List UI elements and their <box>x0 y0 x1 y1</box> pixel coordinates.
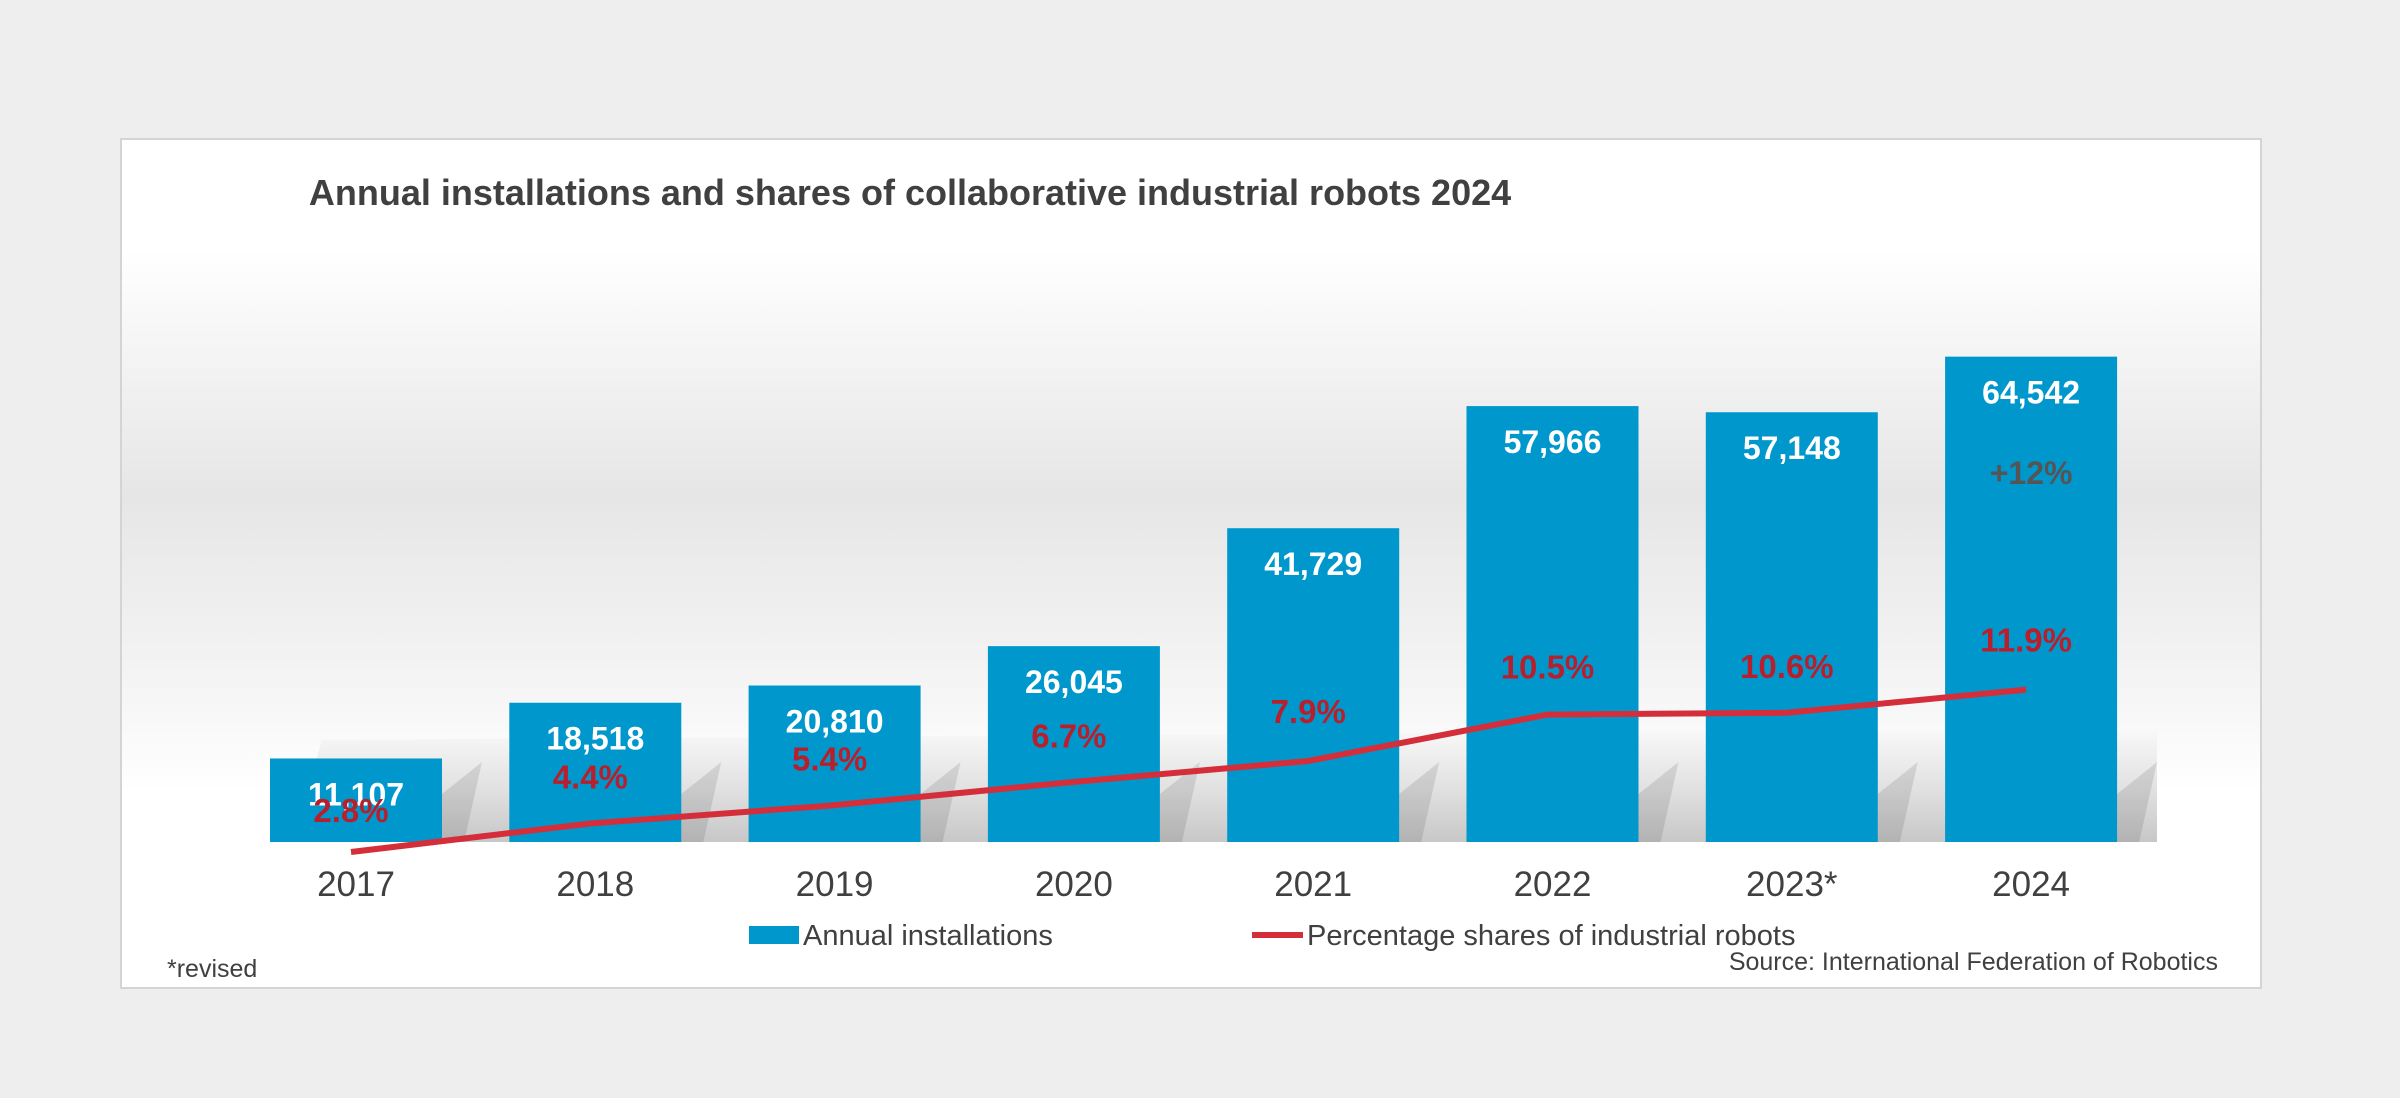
share-point-label: 7.9% <box>1271 693 1346 730</box>
bar-shadow <box>2117 762 2158 842</box>
share-point-label: 10.5% <box>1501 649 1595 686</box>
x-tick-label: 2020 <box>1035 865 1113 904</box>
share-point-label: 6.7% <box>1031 717 1106 754</box>
chart: Annual installations and shares of colla… <box>167 172 2218 983</box>
bar <box>748 685 921 842</box>
share-point-label: 2.8% <box>313 792 388 829</box>
x-tick-label: 2023* <box>1746 865 1838 904</box>
chart-panel: Annual installations and shares of colla… <box>120 138 2262 989</box>
bar-value-label: 11,107 <box>308 776 404 812</box>
bar-value-label: 57,966 <box>1504 424 1602 460</box>
share-point-label: 11.9% <box>1980 622 2072 659</box>
bar-shadow <box>1877 762 1918 842</box>
share-point-label: 10.6% <box>1740 648 1834 685</box>
legend-swatch-installations <box>749 926 799 944</box>
bar <box>1227 528 1400 842</box>
bar-value-label: 64,542 <box>1982 375 2080 411</box>
x-tick-label: 2021 <box>1274 865 1352 904</box>
bar-shadow <box>920 762 961 842</box>
legend: Annual installations Percentage shares o… <box>749 920 1795 952</box>
x-tick-label: 2019 <box>796 865 874 904</box>
bar-shadow <box>1159 762 1200 842</box>
bar-shadow <box>1638 762 1679 842</box>
growth-label: +12% <box>1990 455 2073 491</box>
legend-label-share: Percentage shares of industrial robots <box>1307 920 1795 952</box>
bar-shadow <box>681 762 722 842</box>
bar-value-label: 41,729 <box>1264 546 1362 582</box>
bar-value-label: 18,518 <box>546 721 644 757</box>
share-line <box>350 686 2027 855</box>
share-point-label: 5.4% <box>792 741 867 778</box>
legend-label-installations: Annual installations <box>803 920 1053 952</box>
bar-value-label: 57,148 <box>1743 430 1841 466</box>
x-tick-label: 2017 <box>317 865 395 904</box>
share-point-label: 4.4% <box>553 758 628 795</box>
x-tick-label: 2024 <box>1992 865 2070 904</box>
bar-shadow <box>1399 762 1440 842</box>
x-tick-label: 2018 <box>556 865 634 904</box>
legend-swatch-share <box>1252 932 1303 938</box>
bar <box>1466 406 1639 842</box>
bar <box>987 646 1160 842</box>
bar-value-label: 26,045 <box>1025 664 1123 700</box>
source-note: Source: International Federation of Robo… <box>1729 948 2218 976</box>
bar-shadow <box>442 762 482 842</box>
bar <box>1705 412 1878 842</box>
chart-title: Annual installations and shares of colla… <box>309 172 1511 213</box>
bar <box>270 758 442 842</box>
bar-value-label: 20,810 <box>786 704 884 740</box>
bar <box>1945 356 2118 842</box>
footnote: *revised <box>167 955 257 983</box>
x-tick-label: 2022 <box>1514 865 1592 904</box>
